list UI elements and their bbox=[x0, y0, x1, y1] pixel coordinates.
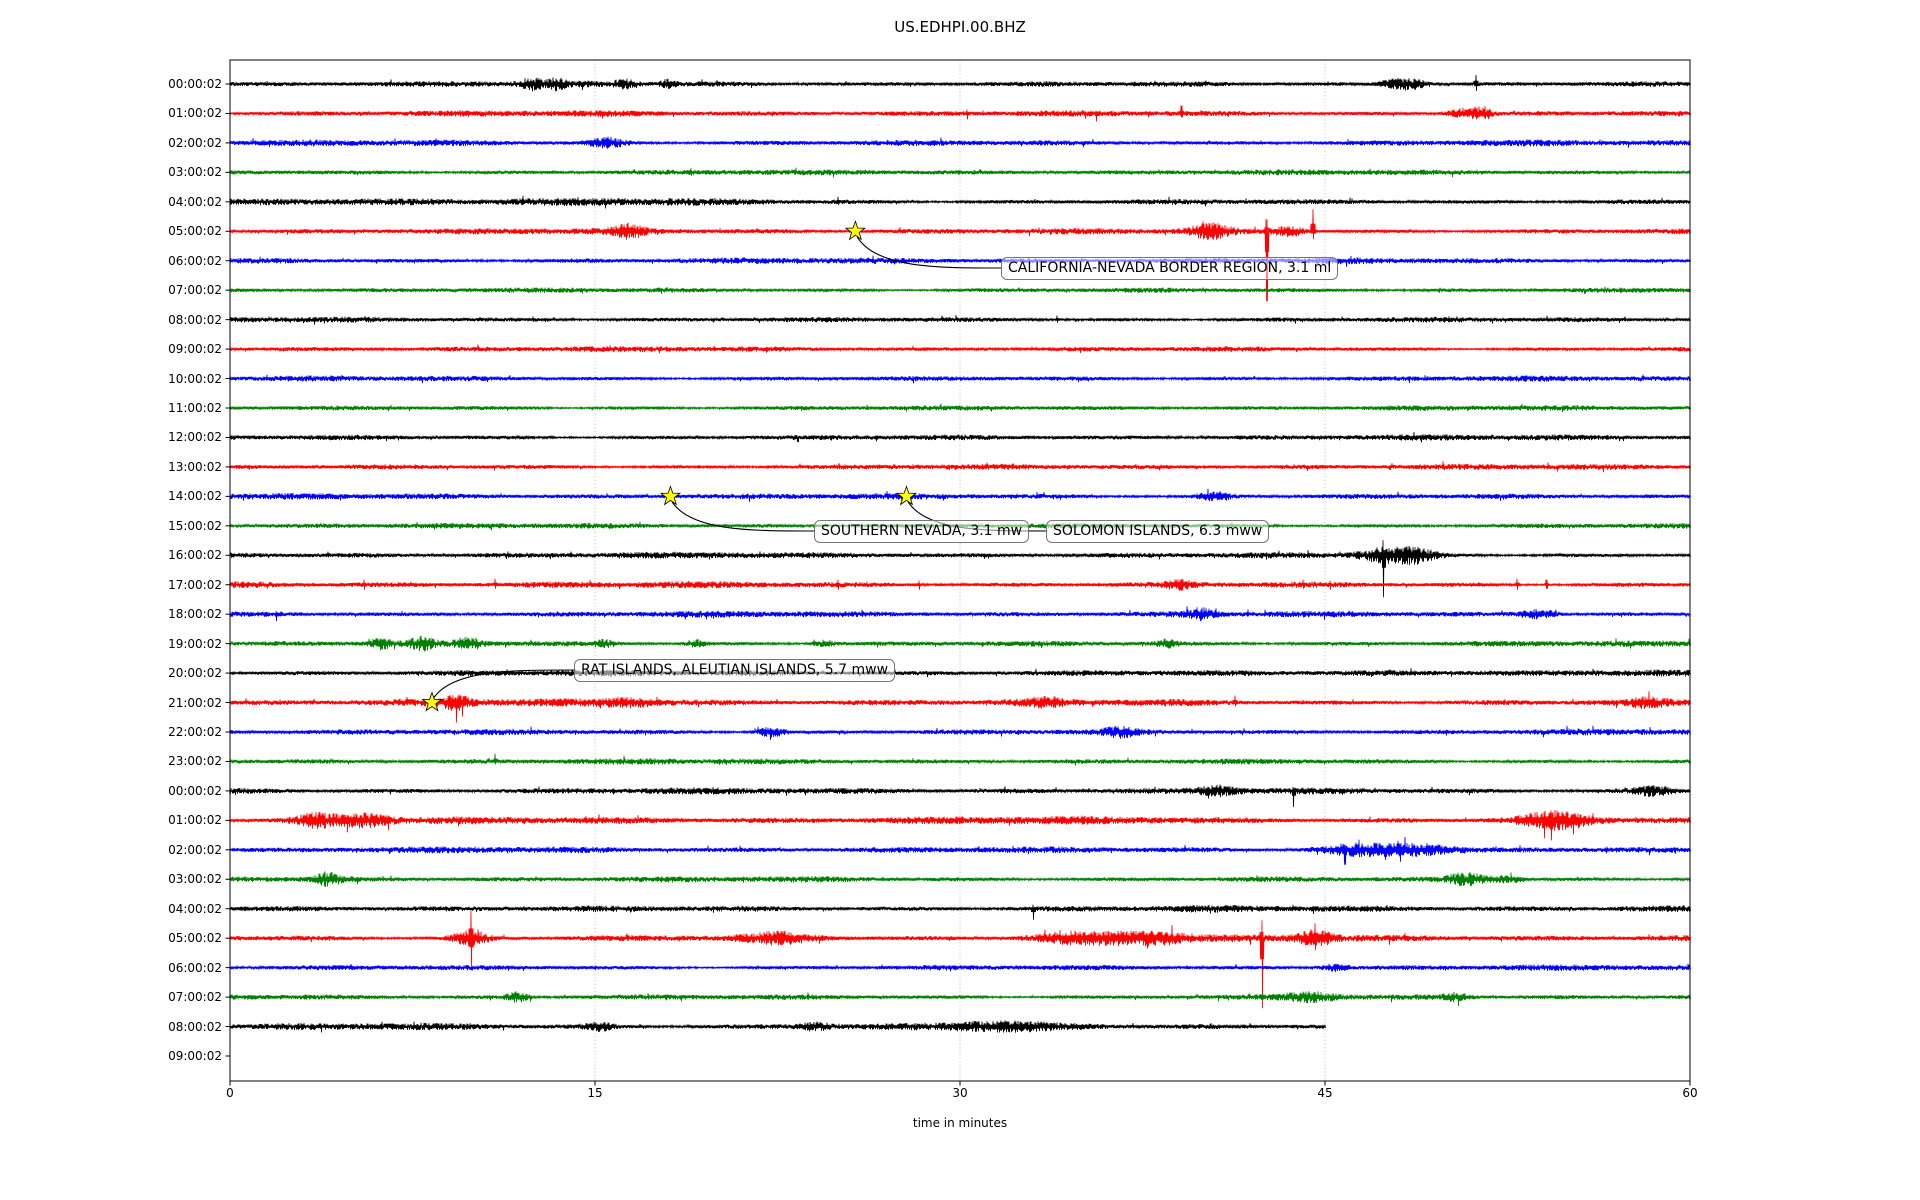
seismogram-trace bbox=[229, 136, 1691, 149]
y-axis-label: 02:00:02 bbox=[168, 842, 222, 857]
event-annotation-label: SOUTHERN NEVADA, 3.1 mw bbox=[814, 520, 1030, 543]
y-axis-label: 14:00:02 bbox=[168, 489, 222, 504]
y-axis-label: 18:00:02 bbox=[168, 607, 222, 622]
y-axis-label: 09:00:02 bbox=[168, 342, 222, 357]
annotation-connector-line bbox=[671, 501, 816, 532]
y-axis-label: 15:00:02 bbox=[168, 518, 222, 533]
y-axis-label: 05:00:02 bbox=[168, 931, 222, 946]
seismogram-trace bbox=[229, 753, 1691, 766]
seismogram-trace bbox=[229, 209, 1691, 302]
plot-frame bbox=[229, 59, 1691, 1082]
seismogram-trace bbox=[229, 403, 1691, 413]
y-axis-label: 06:00:02 bbox=[168, 253, 222, 268]
y-axis-label: 19:00:02 bbox=[168, 636, 222, 651]
seismogram-trace bbox=[229, 374, 1691, 384]
seismogram-trace bbox=[229, 195, 1691, 209]
y-axis-label: 16:00:02 bbox=[168, 548, 222, 563]
y-axis-label: 13:00:02 bbox=[168, 459, 222, 474]
seismogram-trace bbox=[229, 725, 1691, 741]
seismogram-trace bbox=[229, 167, 1691, 178]
x-tick-label: 60 bbox=[1682, 1086, 1698, 1100]
seismogram-trace bbox=[229, 431, 1691, 443]
y-axis-label: 05:00:02 bbox=[168, 224, 222, 239]
x-tick-label: 15 bbox=[587, 1086, 603, 1100]
y-axis-label: 20:00:02 bbox=[168, 666, 222, 681]
y-axis-label: 04:00:02 bbox=[168, 194, 222, 209]
seismogram-trace bbox=[229, 784, 1691, 807]
seismogram-trace bbox=[229, 809, 1691, 841]
event-star-marker bbox=[895, 485, 918, 506]
y-axis-label: 23:00:02 bbox=[168, 754, 222, 769]
y-axis-label: 07:00:02 bbox=[168, 990, 222, 1005]
y-axis-label: 00:00:02 bbox=[168, 783, 222, 798]
seismogram-trace bbox=[229, 578, 1691, 591]
y-axis-label: 02:00:02 bbox=[168, 135, 222, 150]
y-axis-label: 04:00:02 bbox=[168, 901, 222, 916]
seismogram-trace bbox=[229, 904, 1691, 920]
seismogram-trace bbox=[229, 255, 1691, 268]
seismogram-trace bbox=[229, 1020, 1326, 1033]
seismogram-trace bbox=[229, 540, 1691, 598]
seismogram-trace bbox=[229, 461, 1691, 473]
seismogram-trace bbox=[229, 105, 1691, 122]
y-axis-label: 00:00:02 bbox=[168, 77, 222, 91]
event-star-marker bbox=[659, 485, 682, 506]
y-axis-label: 01:00:02 bbox=[168, 106, 222, 121]
annotation-connector-line bbox=[433, 669, 576, 699]
x-tick-label: 45 bbox=[1317, 1086, 1333, 1100]
event-star-marker bbox=[844, 220, 867, 241]
event-annotation-label: SOLOMON ISLANDS, 6.3 mww bbox=[1046, 520, 1270, 543]
x-tick-label: 30 bbox=[952, 1086, 968, 1100]
seismogram-trace bbox=[229, 963, 1691, 973]
y-axis-label: 11:00:02 bbox=[168, 400, 222, 415]
seismogram-trace bbox=[229, 635, 1691, 652]
y-axis-label: 10:00:02 bbox=[168, 371, 222, 386]
x-tick-label: 0 bbox=[226, 1086, 234, 1100]
y-axis-label: 01:00:02 bbox=[168, 813, 222, 828]
seismogram-trace bbox=[229, 836, 1691, 865]
seismogram-trace bbox=[229, 668, 1691, 678]
seismogram-trace bbox=[229, 991, 1691, 1007]
event-star-marker bbox=[421, 691, 443, 712]
seismogram-trace bbox=[229, 286, 1691, 294]
seismogram-trace bbox=[229, 344, 1691, 354]
y-axis-label: 21:00:02 bbox=[168, 695, 222, 710]
seismogram-trace bbox=[229, 606, 1691, 622]
chart-title: US.EDHPI.00.BHZ bbox=[894, 18, 1026, 36]
y-axis-label: 08:00:02 bbox=[168, 1019, 222, 1034]
seismogram-trace bbox=[229, 74, 1691, 92]
seismogram-trace bbox=[229, 910, 1691, 1009]
seismogram-trace bbox=[229, 315, 1691, 325]
y-axis-label: 17:00:02 bbox=[168, 577, 222, 592]
y-axis-label: 09:00:02 bbox=[168, 1048, 222, 1063]
y-axis-label: 06:00:02 bbox=[168, 960, 222, 975]
seismogram-trace bbox=[229, 691, 1691, 723]
seismogram-trace bbox=[229, 871, 1691, 888]
seismogram-trace bbox=[229, 488, 1691, 502]
y-axis-label: 03:00:02 bbox=[168, 872, 222, 887]
x-axis-title: time in minutes bbox=[912, 1116, 1008, 1130]
event-annotation-label: RAT ISLANDS, ALEUTIAN ISLANDS, 5.7 mww bbox=[574, 659, 896, 682]
y-axis-label: 08:00:02 bbox=[168, 312, 222, 327]
y-axis-label: 03:00:02 bbox=[168, 165, 222, 180]
y-axis-label: 07:00:02 bbox=[168, 283, 222, 298]
event-annotation-label: CALIFORNIA-NEVADA BORDER REGION, 3.1 ml bbox=[1001, 257, 1339, 280]
annotation-connector-line bbox=[856, 236, 1003, 269]
y-axis-label: 12:00:02 bbox=[168, 430, 222, 445]
y-axis-label: 22:00:02 bbox=[168, 724, 222, 739]
